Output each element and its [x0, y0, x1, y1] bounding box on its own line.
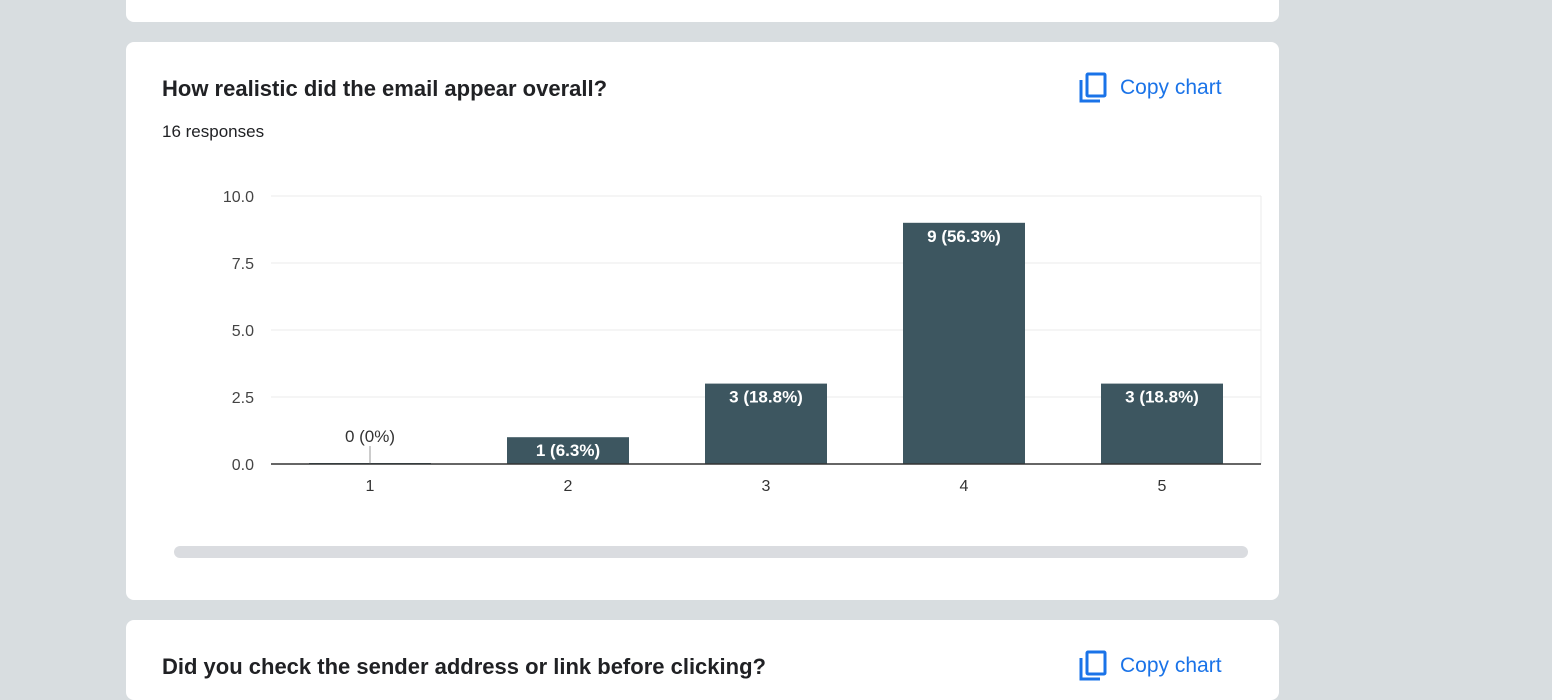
copy-icon [1078, 72, 1108, 104]
previous-question-card [126, 0, 1279, 22]
x-tick-label: 1 [366, 478, 375, 495]
next-copy-chart-label: Copy chart [1120, 654, 1222, 677]
copy-icon [1078, 650, 1108, 682]
y-tick-label: 10.0 [223, 189, 254, 206]
bar [705, 383, 827, 464]
next-question-title: Did you check the sender address or link… [162, 654, 766, 679]
data-label: 0 (0%) [345, 427, 395, 446]
bar [507, 437, 629, 464]
data-label: 3 (18.8%) [729, 388, 803, 407]
x-tick-label: 4 [960, 478, 969, 495]
bar [1101, 383, 1223, 464]
y-tick-label: 5.0 [232, 323, 254, 340]
copy-chart-label: Copy chart [1120, 76, 1222, 99]
y-tick-label: 2.5 [232, 390, 254, 407]
bar-chart: 0.0 2.5 5.0 7.5 10.0 0 (0%) 1 1 (6.3%) 2 3 (18.8%… [223, 189, 1262, 495]
data-label: 1 (6.3%) [536, 441, 600, 460]
x-tick-label: 5 [1158, 478, 1167, 495]
bar [903, 222, 1025, 464]
next-copy-chart-button[interactable]: Copy chart [1078, 648, 1248, 684]
question-title: How realistic did the email appear overa… [162, 76, 608, 101]
question-summary-card: How realistic did the email appear overa… [126, 42, 1279, 600]
data-label: 9 (56.3%) [927, 227, 1001, 246]
copy-chart-button[interactable]: Copy chart [1078, 70, 1248, 106]
x-tick-label: 3 [762, 478, 771, 495]
next-question-card: Did you check the sender address or link… [126, 620, 1279, 700]
y-tick-label: 7.5 [232, 256, 254, 273]
response-count: 16 responses [162, 122, 265, 141]
y-tick-label: 0.0 [232, 457, 254, 474]
chart-horizontal-scrollbar[interactable] [174, 546, 1248, 558]
data-label: 3 (18.8%) [1125, 388, 1199, 407]
x-tick-label: 2 [564, 478, 573, 495]
